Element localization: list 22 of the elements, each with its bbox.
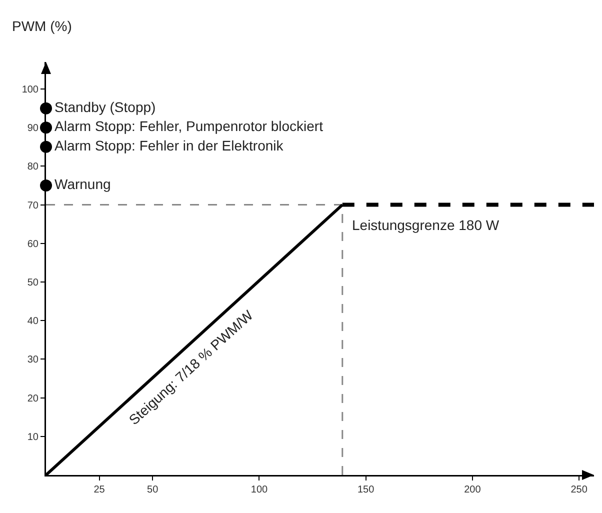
x-tick-label: 25 (94, 484, 106, 496)
data-label: Alarm Stopp: Fehler, Pumpenrotor blockiert (54, 118, 324, 134)
y-tick-label: 70 (27, 200, 39, 212)
annotation: Leistungsgrenze 180 W (352, 217, 500, 233)
y-tick-label: 80 (27, 162, 39, 173)
data-label: Standby (Stopp) (54, 98, 156, 115)
y-tick-label: 50 (27, 278, 39, 289)
y-tick-label: 30 (27, 354, 39, 366)
x-tick-label: 100 (250, 484, 268, 496)
y-tick-label: 90 (27, 123, 39, 134)
x-tick-label: 150 (357, 484, 375, 496)
data-label: Warnung (54, 176, 111, 192)
x-tick-label: 50 (147, 484, 159, 496)
y-tick-label: 40 (27, 316, 39, 328)
y-tick-label: 20 (27, 393, 39, 404)
y-tick-label: 10 (27, 432, 39, 443)
x-tick-label: 250 (570, 484, 588, 496)
y-tick-label: 100 (22, 84, 39, 96)
data-label: Alarm Stopp: Fehler in der Elektronik (54, 137, 284, 154)
y-axis-title: PWM (%) (12, 18, 72, 34)
x-tick-label: 200 (464, 484, 482, 496)
y-tick-label: 60 (27, 238, 39, 250)
